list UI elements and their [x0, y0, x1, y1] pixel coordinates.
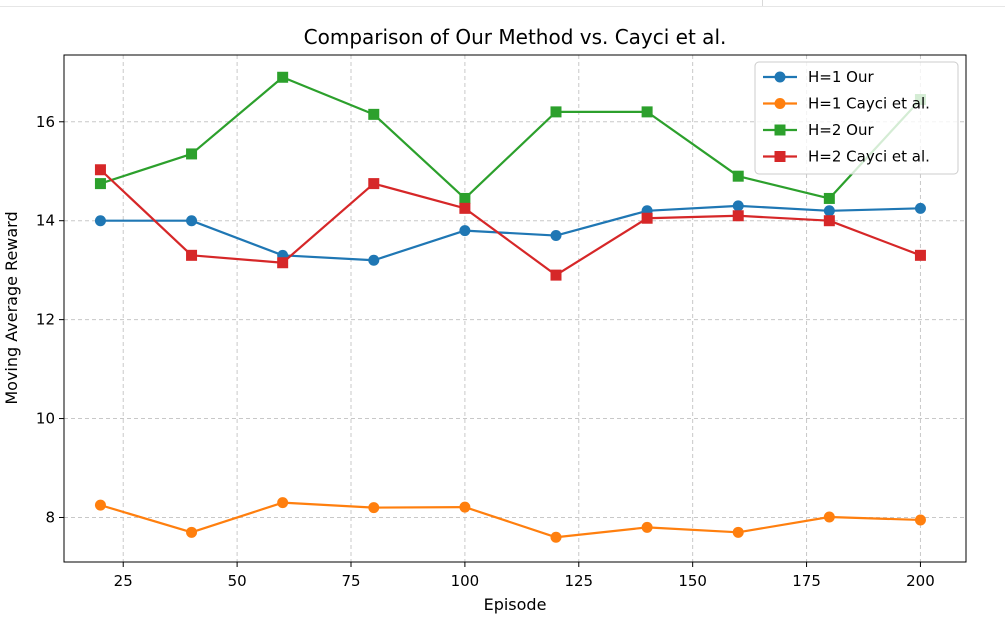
x-tick-label: 50 — [228, 572, 247, 590]
series-line-h-2-our — [100, 76, 922, 200]
data-point-h-2-our — [459, 192, 471, 204]
data-point-h-2-cayci-et-al — [550, 269, 562, 281]
data-point-h-1-cayci-et-al — [459, 501, 471, 513]
data-point-h-2-our — [186, 148, 198, 160]
data-point-h-2-cayci-et-al — [823, 215, 835, 227]
data-point-h-2-our — [732, 170, 744, 182]
series-h-2-cayci-et-al — [94, 164, 926, 281]
data-point-h-2-our — [641, 106, 653, 118]
data-point-h-1-cayci-et-al — [641, 521, 653, 533]
legend-label-h-1-our: H=1 Our — [808, 68, 874, 86]
x-tick-label: 75 — [341, 572, 360, 590]
x-tick-label: 100 — [451, 572, 480, 590]
data-point-h-1-our — [459, 225, 471, 237]
data-point-h-2-our — [94, 178, 106, 190]
legend-marker-h-2-our — [774, 124, 786, 136]
data-point-h-2-cayci-et-al — [94, 164, 106, 176]
legend-label-h-2-cayci-et-al: H=2 Cayci et al. — [808, 148, 930, 166]
y-tick-label: 10 — [36, 410, 55, 428]
data-point-h-1-our — [368, 254, 380, 266]
x-tick-label: 25 — [114, 572, 133, 590]
chart-title: Comparison of Our Method vs. Cayci et al… — [304, 25, 727, 49]
x-tick-label: 125 — [564, 572, 593, 590]
data-point-h-1-cayci-et-al — [368, 502, 380, 514]
y-tick-label: 8 — [45, 508, 55, 526]
data-point-h-1-our — [550, 230, 562, 242]
data-point-h-1-cayci-et-al — [94, 499, 106, 511]
legend-marker-h-1-cayci-et-al — [774, 98, 786, 109]
x-tick-label: 200 — [906, 572, 935, 590]
legend-marker-h-2-cayci-et-al — [774, 151, 786, 162]
x-axis: 25 50 75 100 125 150 175 200 — [114, 562, 935, 590]
legend: H=1 Our H=1 Cayci et al. H=2 Our H=2 Cayci … — [754, 61, 959, 175]
data-point-h-1-our — [823, 205, 835, 217]
data-point-h-2-cayci-et-al — [641, 212, 653, 224]
legend-marker-h-1-our — [774, 71, 786, 83]
data-point-h-1-cayci-et-al — [277, 497, 289, 509]
data-point-h-2-our — [823, 192, 835, 204]
data-point-h-1-cayci-et-al — [550, 531, 562, 543]
data-point-h-1-our — [186, 215, 198, 227]
data-point-h-1-cayci-et-al — [732, 526, 744, 538]
data-point-h-2-cayci-et-al — [277, 257, 289, 269]
data-point-h-1-our — [732, 200, 744, 212]
legend-label-h-1-cayci-et-al: H=1 Cayci et al. — [808, 95, 930, 113]
series-h-1-cayci-et-al — [94, 497, 926, 543]
series-line-h-2-cayci-et-al — [99, 168, 921, 277]
legend-box — [754, 61, 959, 175]
data-point-h-2-cayci-et-al — [368, 178, 380, 190]
data-point-h-2-cayci-et-al — [914, 249, 926, 261]
series-line-h-1-cayci-et-al — [100, 501, 921, 539]
legend-label-h-2-our: H=2 Our — [808, 121, 874, 139]
x-axis-label: Episode — [484, 595, 547, 614]
data-point-h-2-cayci-et-al — [732, 210, 744, 222]
data-point-h-1-cayci-et-al — [823, 511, 835, 523]
y-tick-label: 14 — [36, 212, 55, 230]
data-point-h-2-our — [368, 108, 380, 120]
window-divider — [762, 0, 763, 6]
y-axis: 8 10 12 14 16 — [36, 113, 64, 526]
y-tick-label: 12 — [36, 311, 55, 329]
data-point-h-2-our — [550, 106, 562, 118]
data-point-h-1-cayci-et-al — [914, 514, 926, 526]
data-point-h-1-cayci-et-al — [186, 526, 198, 538]
data-point-h-1-our — [94, 215, 106, 227]
data-point-h-2-our — [277, 71, 289, 83]
series-line-h-1-our — [100, 204, 921, 262]
y-axis-label: Moving Average Reward — [2, 211, 21, 404]
window-top-edge — [0, 0, 1005, 7]
y-tick-label: 16 — [36, 113, 55, 131]
plot-frame — [63, 54, 967, 563]
data-point-h-2-cayci-et-al — [186, 249, 198, 261]
x-tick-label: 150 — [678, 572, 707, 590]
data-point-h-2-cayci-et-al — [459, 202, 471, 214]
data-point-h-1-our — [914, 202, 926, 214]
series-layer — [94, 71, 926, 543]
x-tick-label: 175 — [792, 572, 821, 590]
